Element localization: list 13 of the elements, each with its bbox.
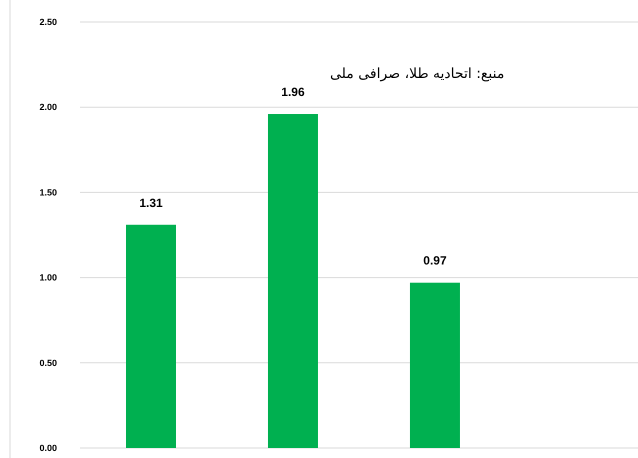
y-tick-label: 1.00 <box>39 272 57 283</box>
data-label: 1.96 <box>281 85 305 100</box>
y-tick-label: 2.00 <box>39 102 57 112</box>
bar <box>268 114 318 448</box>
y-tick-label: 0.00 <box>39 443 57 453</box>
data-label: 1.31 <box>139 196 163 210</box>
y-tick-label: 2.50 <box>39 17 57 27</box>
bar <box>126 224 176 448</box>
data-label: 0.97 <box>423 254 447 268</box>
y-tick-label: 1.50 <box>39 187 57 198</box>
y-tick-label: 0.50 <box>39 358 57 368</box>
bar <box>410 282 460 448</box>
annotation: منبع: اتحادیه طلا، صرافی ملی <box>330 66 504 82</box>
